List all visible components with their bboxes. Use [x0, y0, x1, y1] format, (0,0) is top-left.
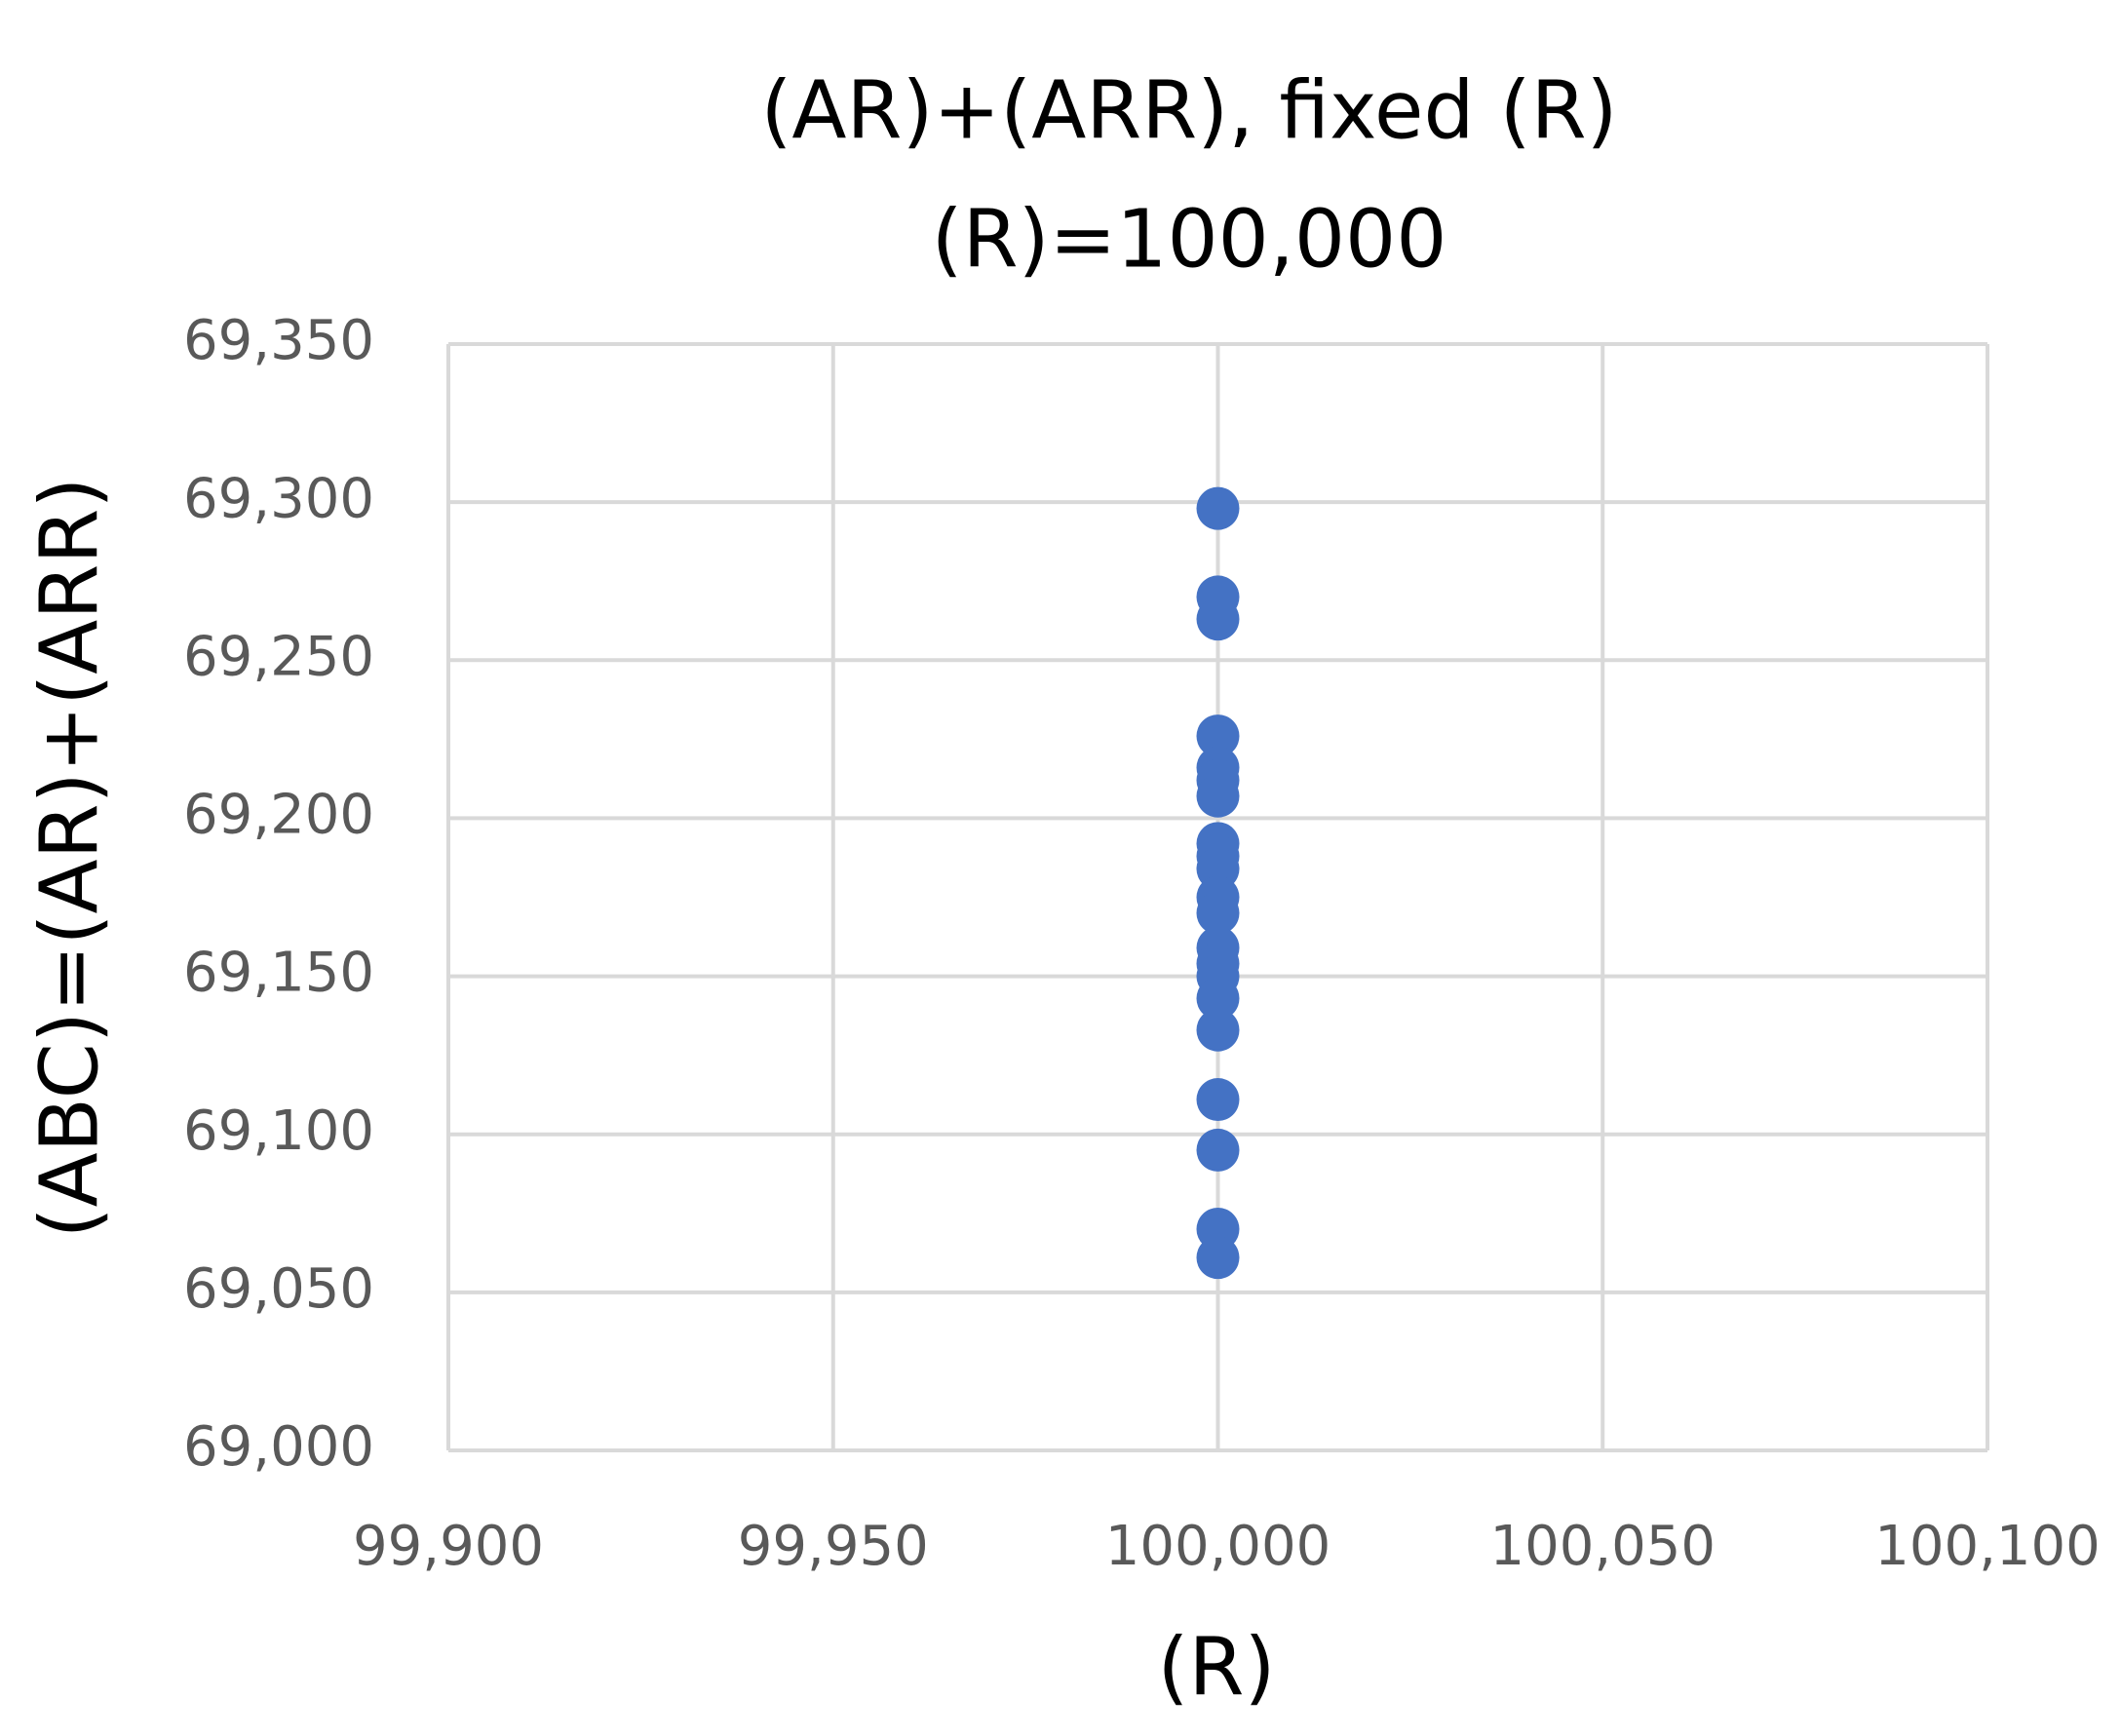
- y-tick-label: 69,350: [183, 309, 374, 372]
- x-tick-label: 99,950: [738, 1515, 929, 1578]
- y-tick-label: 69,200: [183, 784, 374, 847]
- x-tick-label: 100,100: [1874, 1515, 2101, 1578]
- y-axis-label: (ABC)=(AR)+(ARR): [23, 478, 116, 1239]
- point: [1196, 1128, 1240, 1172]
- y-tick-label: 69,050: [183, 1257, 374, 1321]
- point: [1196, 891, 1240, 935]
- point: [1196, 598, 1240, 641]
- point: [1196, 1078, 1240, 1122]
- point: [1196, 977, 1240, 1021]
- y-tick-label: 69,150: [183, 942, 374, 1005]
- y-tick-label: 69,250: [183, 625, 374, 688]
- point: [1196, 714, 1240, 758]
- point: [1196, 1008, 1240, 1052]
- x-tick-label: 100,050: [1489, 1515, 1716, 1578]
- y-tick-label: 69,100: [183, 1099, 374, 1163]
- x-tick-label: 99,900: [353, 1515, 544, 1578]
- x-axis-label: (R): [1158, 1621, 1276, 1714]
- chart-subtitle: (R)=100,000: [932, 193, 1447, 286]
- x-tick-label: 100,000: [1105, 1515, 1331, 1578]
- point: [1196, 1236, 1240, 1280]
- chart-title: (AR)+(ARR), fixed (R): [760, 64, 1617, 157]
- point: [1196, 774, 1240, 818]
- y-tick-label: 69,000: [183, 1415, 374, 1479]
- point: [1196, 486, 1240, 530]
- y-tick-label: 69,300: [183, 467, 374, 530]
